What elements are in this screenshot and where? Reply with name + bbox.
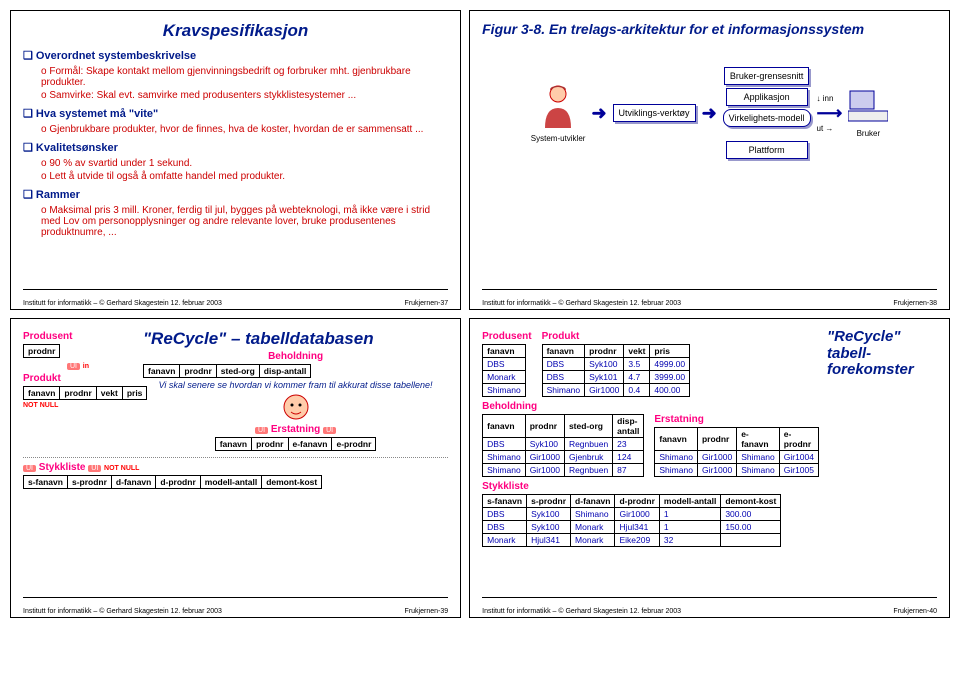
slide-kravspesifikasjon: Kravspesifikasjon Overordnet systembeskr… [10,10,461,310]
footer-left: Institutt for informatikk – © Gerhard Sk… [23,608,222,615]
sub-utvide: Lett å utvide til også å omfatte handel … [41,171,448,182]
arrow-icon: ⟶ [817,103,843,124]
slide-tabelldatabasen: Produsent prodnr UI in Produkt fanavn pr… [10,318,461,618]
footer-right: Frukjernen-38 [893,300,937,307]
label-inn: inn [823,94,834,103]
slide-tabellforekomster: Produsent fanavnDBSMonarkShimano Produkt… [469,318,950,618]
title-stykkliste: Stykkliste [39,462,86,473]
footer-right: Frukjernen-39 [405,608,449,615]
box-brukergrensesnitt: Bruker-grensesnitt [724,67,810,85]
arrow-icon: ➜ [591,103,606,124]
title-produkt: Produkt [542,331,691,342]
footer-right: Frukjernen-40 [893,608,937,615]
heading-vite: Hva systemet må "vite" [23,107,448,120]
slide-title: Kravspesifikasjon [23,21,448,41]
title-produsent: Produsent [482,331,531,342]
table-produkt: fanavnprodnrvektprisDBSSyk1003.54999.00D… [542,344,691,397]
title-beholdning: Beholdning [143,351,448,362]
box-virkelighetsmodell: Virkelighets-modell [723,109,811,127]
sub-maksimal: Maksimal pris 3 mill. Kroner, ferdig til… [41,205,448,238]
face-icon [281,392,311,422]
heading-rammer: Rammer [23,188,448,201]
slide-architecture: Figur 3-8. En trelags-arkitektur for et … [469,10,950,310]
box-plattform: Plattform [726,141,808,159]
title-beholdning: Beholdning [482,401,819,412]
box-utviklingsverktoy: Utviklings-verktøy [613,104,696,122]
slide-title: Figur 3-8. En trelags-arkitektur for et … [482,21,937,37]
footer-left: Institutt for informatikk – © Gerhard Sk… [482,608,681,615]
table-produkt: fanavn prodnr vekt pris [23,386,147,400]
title-stykkliste: Stykkliste [482,481,819,492]
label-bruker: Bruker [857,129,881,138]
heading-kvalitet: Kvalitetsønsker [23,141,448,154]
label-sysutvikler: System-utvikler [531,134,586,143]
title-erstatning: Erstatning [271,424,320,435]
table-stykkliste: s-fanavns-prodnrd-fanavnd-prodnrmodell-a… [482,494,781,547]
ui-badge: UI [67,363,80,370]
developer-icon [541,84,575,128]
callout-text: Vi skal senere se hvordan vi kommer fram… [143,380,448,390]
table-beholdning: fanavnprodnrsted-orgdisp-antallDBSSyk100… [482,414,644,477]
slide-title: "ReCycle" – tabelldatabasen [143,329,448,349]
table-produsent: fanavnDBSMonarkShimano [482,344,526,397]
table-erstatning: fanavnprodnre-fanavne-prodnrShimanoGir10… [654,427,819,477]
footer-right: Frukjernen-37 [405,300,449,307]
table-erstatning: fanavn prodnr e-fanavn e-prodnr [215,437,377,451]
table-stykkliste: s-fanavn s-prodnr d-fanavn d-prodnr mode… [23,475,322,489]
label-ut: ut [817,124,824,133]
heading-overordnet: Overordnet systembeskrivelse [23,49,448,62]
title-produsent: Produsent [23,331,133,342]
sub-formal: Formål: Skape kontakt mellom gjenvinning… [41,66,448,88]
footer-left: Institutt for informatikk – © Gerhard Sk… [23,300,222,307]
title-produkt: Produkt [23,373,133,384]
table-beholdning: fanavn prodnr sted-org disp-antall [143,364,311,378]
footer-left: Institutt for informatikk – © Gerhard Sk… [482,300,681,307]
sub-gjenbruk: Gjenbrukbare produkter, hvor de finnes, … [41,124,448,135]
notnull-label: NOT NULL [23,402,133,409]
sub-svartid: 90 % av svartid under 1 sekund. [41,158,448,169]
box-applikasjon: Applikasjon [726,88,808,106]
table-produsent: prodnr [23,344,60,358]
title-erstatning: Erstatning [654,414,819,425]
computer-icon [848,89,888,123]
sub-samvirke: Samvirke: Skal evt. samvirke med produse… [41,90,448,101]
arrow-icon: ➜ [702,103,717,124]
slide-title: "ReCycle" tabell-forekomster [827,329,937,379]
